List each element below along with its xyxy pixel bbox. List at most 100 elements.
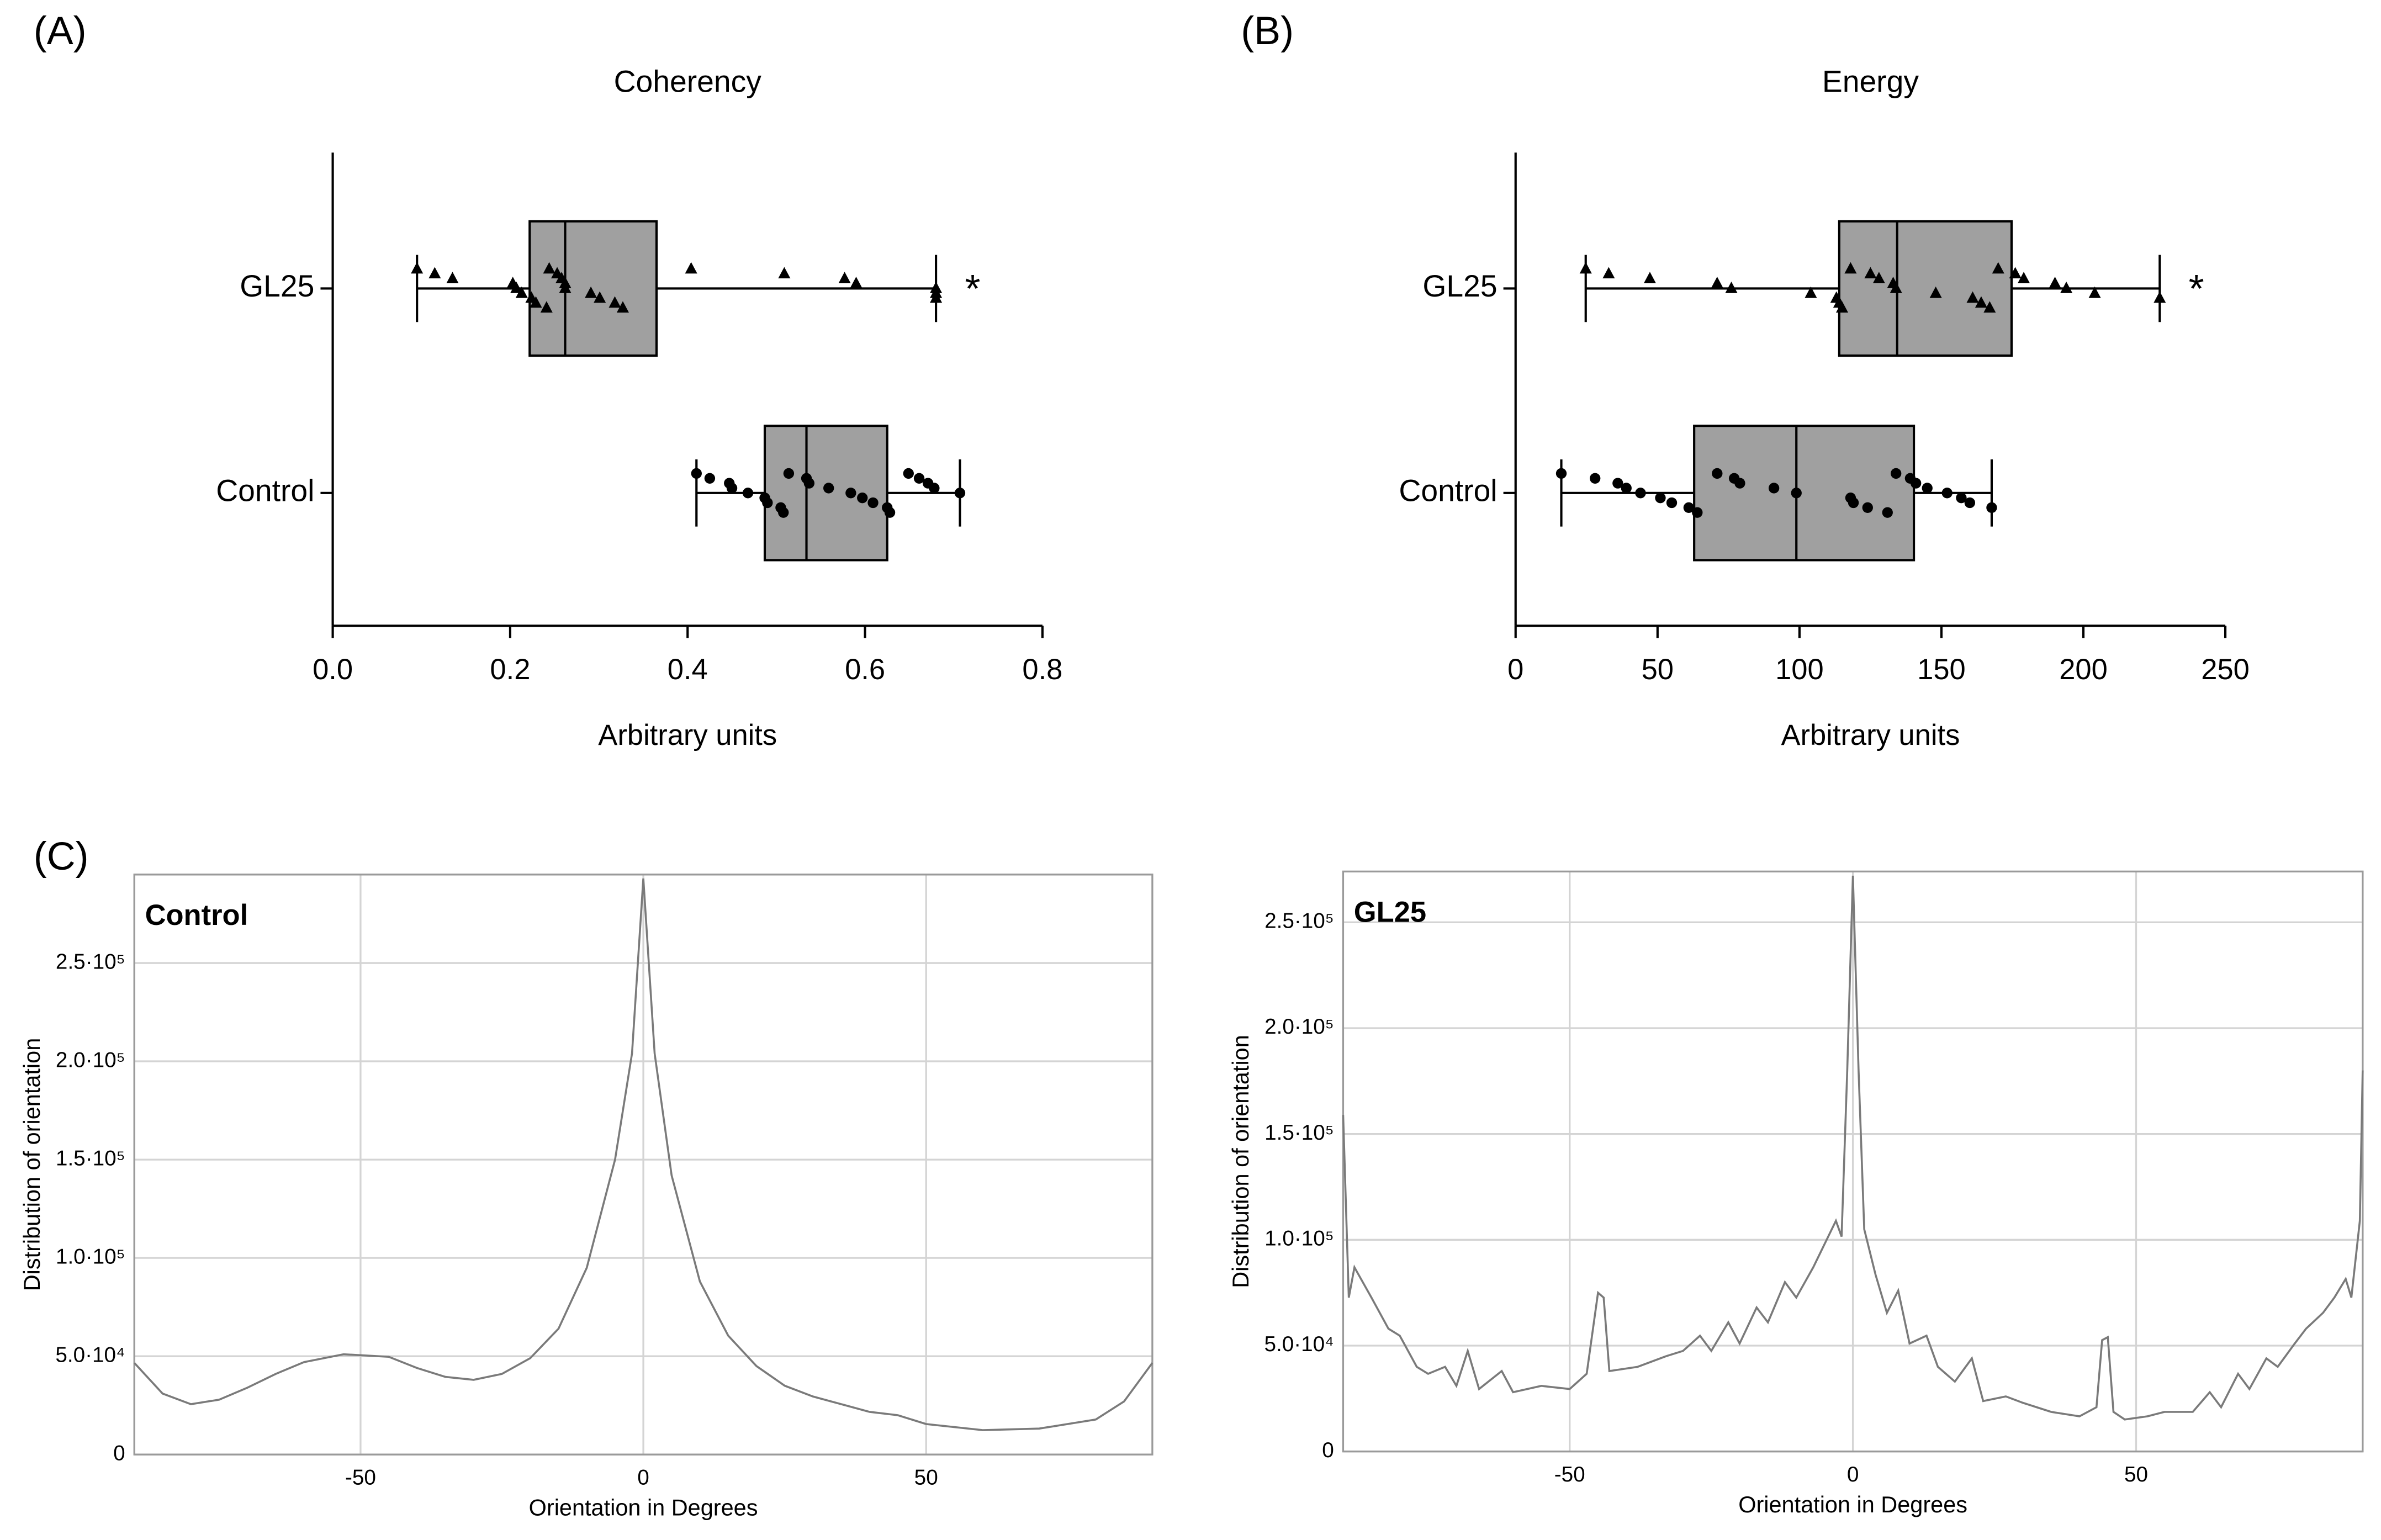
box (528, 220, 658, 357)
data-line (133, 878, 1154, 1431)
data-point (2009, 267, 2022, 279)
data-point (1983, 301, 1996, 313)
data-point (1835, 301, 1849, 313)
y-tick-label: Control (1399, 473, 1497, 507)
data-point (857, 492, 868, 504)
data-point (1621, 483, 1632, 494)
data-point (1992, 262, 2004, 274)
data-point (1692, 507, 1703, 518)
x-axis-label: Orientation in Degrees (1738, 1491, 1967, 1517)
data-point (2049, 277, 2061, 288)
data-point (1683, 502, 1695, 514)
data-point (867, 497, 879, 509)
data-point (1862, 502, 1873, 514)
chart-title: Control (145, 899, 248, 932)
y-tick-label: 0 (1322, 1438, 1334, 1462)
data-point (685, 262, 697, 274)
data-point (559, 281, 572, 293)
data-point (1848, 497, 1859, 509)
data-point (742, 488, 754, 499)
x-axis-label: Arbitrary units (1781, 719, 1960, 752)
data-point (803, 478, 815, 489)
data-point (1966, 291, 1979, 303)
x-tick-label: 0.0 (313, 653, 353, 686)
data-point (930, 291, 943, 303)
data-point (954, 488, 966, 499)
data-point (1890, 281, 1902, 293)
data-point (913, 473, 925, 484)
x-tick-label: 100 (1775, 653, 1824, 686)
y-tick-label: 1.5·10⁵ (56, 1146, 125, 1170)
data-point (884, 507, 896, 518)
data-point (1882, 507, 1893, 518)
data-point (691, 468, 702, 479)
annotation: * (965, 267, 980, 311)
data-point (845, 488, 856, 499)
data-point (594, 291, 606, 303)
x-tick-label: -50 (1554, 1463, 1585, 1486)
data-point (428, 267, 441, 279)
data-point (1655, 492, 1666, 504)
data-point (838, 272, 851, 284)
data-point (1964, 497, 1976, 509)
y-tick-label: 2.5·10⁵ (1264, 909, 1334, 933)
data-point (778, 507, 789, 518)
data-point (1579, 262, 1592, 274)
x-tick-label: 200 (2059, 653, 2108, 686)
data-point (823, 483, 834, 494)
y-tick-label: 1.0·10⁵ (56, 1245, 125, 1268)
data-point (1590, 473, 1601, 484)
data-point (1956, 492, 1967, 504)
data-point (1555, 468, 1567, 479)
plot-frame (1342, 870, 2364, 1453)
data-point (1891, 468, 1902, 479)
x-tick-label: 0 (1507, 653, 1523, 686)
y-tick-label: GL25 (240, 269, 314, 303)
data-point (903, 468, 914, 479)
data-point (1643, 272, 1656, 284)
y-tick-label: 1.0·10⁵ (1264, 1227, 1334, 1251)
box (1838, 220, 2013, 357)
data-line (1342, 875, 2364, 1421)
data-point (510, 281, 523, 293)
data-point (929, 483, 940, 494)
data-point (411, 262, 424, 274)
data-point (446, 272, 459, 284)
data-point (1666, 497, 1678, 509)
y-tick-label: Control (216, 473, 314, 507)
x-tick-label: 0 (637, 1466, 649, 1490)
data-point (1872, 272, 1885, 284)
annotation: * (2189, 267, 2204, 311)
data-point (1635, 488, 1646, 499)
data-point (1602, 267, 1615, 279)
data-point (515, 286, 528, 298)
chart-title: Coherency (614, 65, 762, 99)
y-tick-label: 5.0·10⁴ (55, 1343, 125, 1367)
data-point (1712, 468, 1723, 479)
x-tick-label: 0.2 (490, 653, 530, 686)
y-axis-label: Distribution of orientation (1227, 1035, 1253, 1288)
y-tick-label: 2.0·10⁵ (56, 1048, 125, 1072)
y-tick-label: 5.0·10⁴ (1264, 1332, 1334, 1356)
data-point (762, 497, 773, 509)
data-point (1768, 483, 1780, 494)
data-point (726, 483, 738, 494)
data-point (585, 286, 597, 298)
data-point (1805, 286, 1817, 298)
data-point (1975, 296, 1987, 308)
data-point (1612, 478, 1623, 489)
y-tick-label: 1.5·10⁵ (1264, 1121, 1334, 1145)
data-point (1929, 286, 1942, 298)
x-tick-label: 0.6 (845, 653, 885, 686)
box (763, 425, 888, 562)
y-tick-label: 2.5·10⁵ (56, 950, 125, 973)
plot-frame (133, 874, 1154, 1456)
data-point (2154, 291, 2166, 303)
data-point (1725, 281, 1738, 293)
data-point (616, 301, 629, 313)
x-tick-label: 50 (2124, 1463, 2148, 1486)
box (1693, 425, 1916, 562)
data-point (1941, 488, 1953, 499)
data-point (850, 277, 863, 288)
